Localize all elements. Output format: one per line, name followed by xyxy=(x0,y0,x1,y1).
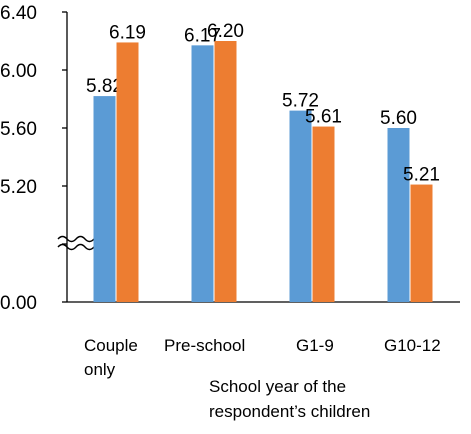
bar-pre-school-series-2 xyxy=(214,41,237,302)
data-label-g1-9-series-2: 5.61 xyxy=(305,107,342,128)
y-tick-label-5.60: 5.60 xyxy=(0,119,37,140)
category-labels: Couple only Pre-school G1-9 G10-12 xyxy=(84,336,441,379)
bar-g1-9-series-1 xyxy=(289,110,312,302)
bar-g10-12-series-2 xyxy=(410,184,433,302)
x-axis-title-line1: School year of the xyxy=(209,377,346,396)
category-label-g1-9: G1-9 xyxy=(296,336,334,355)
category-label-g10-12: G10-12 xyxy=(384,336,441,355)
bar-couple-only-series-2 xyxy=(116,42,139,302)
x-axis-title: School year of the respondent’s children xyxy=(209,377,370,421)
data-label-g1-9-series-1: 5.72 xyxy=(282,91,319,112)
data-label-g10-12-series-2: 5.21 xyxy=(403,165,440,186)
data-label-pre-school-series-2: 6.20 xyxy=(207,21,244,42)
category-label-couple-only: Couple only xyxy=(84,336,143,379)
bar-g1-9-series-2 xyxy=(312,126,335,302)
y-tick-label-0.00: 0.00 xyxy=(0,293,37,314)
bar-marks: 5.82 6.19 6.176.20 5.725.61 5.60 5.21 xyxy=(86,21,440,302)
bar-g10-12-series-1 xyxy=(387,128,410,302)
data-label-g10-12-series-1: 5.60 xyxy=(380,108,417,129)
category-label-couple-line2: only xyxy=(84,360,116,379)
x-axis-title-line2: respondent’s children xyxy=(209,402,370,421)
category-label-couple-line1: Couple xyxy=(84,336,138,355)
y-axis: 6.40 6.00 5.60 5.20 0.00 xyxy=(0,3,95,314)
data-label-pre-school-series-1: 6.17 xyxy=(184,25,221,46)
y-tick-label-5.20: 5.20 xyxy=(0,177,37,198)
y-tick-label-6.00: 6.00 xyxy=(0,61,37,82)
data-label-couple-only-series-2: 6.19 xyxy=(109,22,146,43)
axis-break-icon xyxy=(57,235,95,251)
y-tick-label-6.40: 6.40 xyxy=(0,3,37,24)
data-label-couple-only-series-1: 5.82 xyxy=(86,76,123,97)
bar-pre-school-series-1 xyxy=(191,45,214,302)
category-label-pre-school: Pre-school xyxy=(164,336,245,355)
bar-couple-only-series-1 xyxy=(93,96,116,302)
